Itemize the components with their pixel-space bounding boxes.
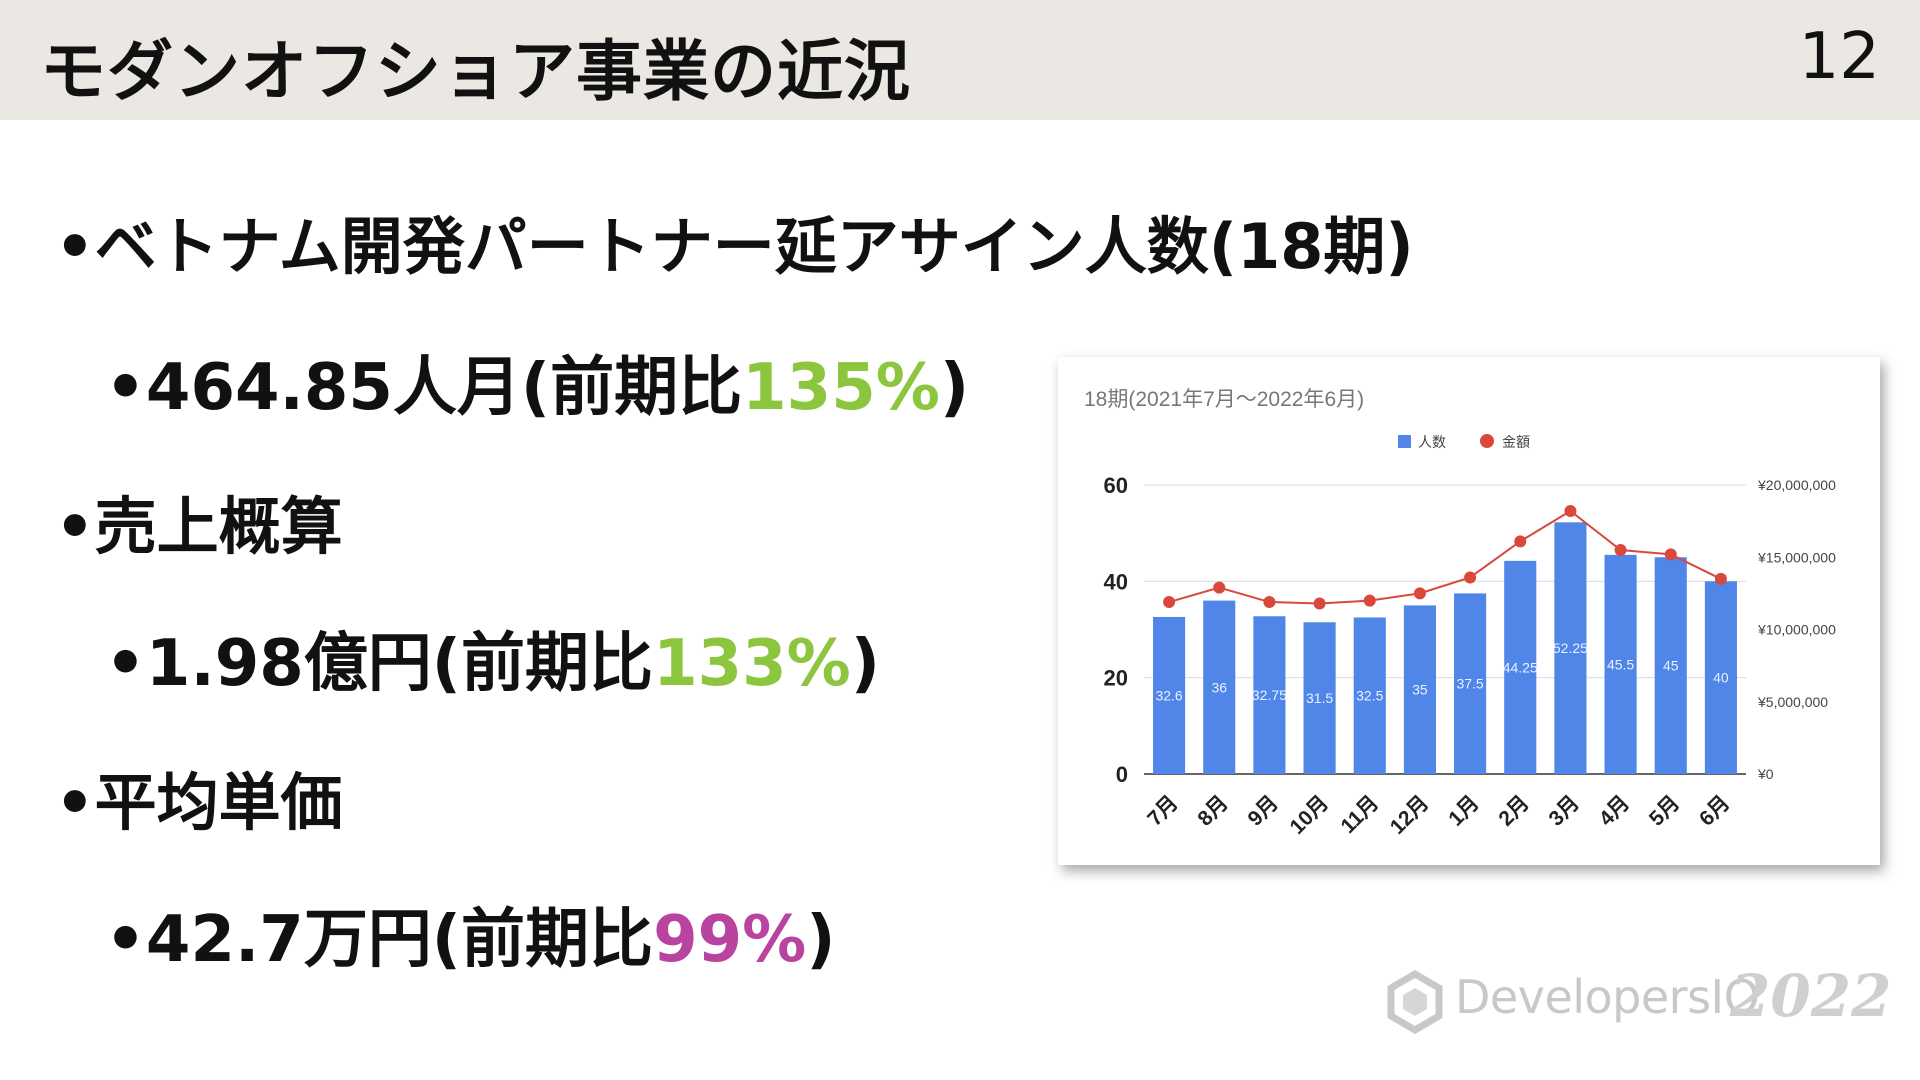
growth-rate: 133%: [653, 627, 851, 701]
y-right-tick-label: ¥0: [1757, 766, 1774, 782]
bar-data-label: 37.5: [1456, 676, 1483, 692]
amount-point: [1263, 596, 1276, 609]
bar-data-label: 44.25: [1503, 659, 1538, 675]
x-tick-label: 1月: [1444, 791, 1483, 830]
bullet-sales-estimate: •売上概算: [55, 490, 343, 563]
y-right-tick-label: ¥5,000,000: [1757, 694, 1828, 710]
x-tick-label: 5月: [1645, 791, 1684, 830]
amount-point: [1664, 548, 1677, 561]
y-right-tick-label: ¥20,000,000: [1757, 477, 1836, 493]
x-tick-label: 12月: [1386, 791, 1434, 839]
bar-data-label: 36: [1211, 679, 1227, 695]
bullet-assign-count: •ベトナム開発パートナー延アサイン人数(18期): [55, 210, 1414, 283]
bar: [1654, 557, 1687, 774]
bar: [1203, 600, 1236, 774]
amount-point: [1714, 572, 1727, 585]
bar-data-label: 52.25: [1553, 640, 1588, 656]
x-tick-label: 8月: [1193, 791, 1232, 830]
bar: [1153, 616, 1186, 774]
bar: [1704, 581, 1737, 774]
bar-data-label: 45.5: [1607, 656, 1634, 672]
hexagon-logo-icon: [1387, 970, 1443, 1034]
legend-line-label: 金額: [1502, 434, 1530, 450]
bar: [1504, 560, 1537, 774]
legend-bar-label: 人数: [1418, 434, 1446, 450]
bar: [1554, 522, 1587, 774]
amount-point: [1163, 596, 1176, 609]
bar: [1403, 605, 1436, 774]
slide-header: モダンオフショア事業の近況 12: [0, 0, 1920, 120]
amount-point: [1464, 571, 1477, 584]
bar-data-label: 35: [1412, 682, 1428, 698]
bullet-person-months: •464.85人月(前期比135%): [105, 351, 970, 425]
bullet-average-price: •平均単価: [55, 766, 343, 839]
combo-chart: 18期(2021年7月～2022年6月) 人数 金額 0 20 40 60 ¥0 ¥5,000,…: [1084, 388, 1836, 839]
amount-point: [1213, 581, 1226, 594]
x-tick-label: 7月: [1143, 791, 1182, 830]
amount-point: [1363, 594, 1376, 607]
bar: [1454, 593, 1487, 774]
bar-data-label: 31.5: [1306, 690, 1333, 706]
x-tick-label: 2月: [1494, 791, 1533, 830]
bar: [1253, 616, 1286, 774]
bar: [1303, 622, 1336, 774]
x-tick-label: 3月: [1545, 791, 1584, 830]
x-tick-label: 6月: [1695, 791, 1734, 830]
bar: [1604, 554, 1637, 774]
y-right-tick-label: ¥15,000,000: [1757, 549, 1836, 565]
bar: [1353, 617, 1386, 774]
legend-bar-swatch: [1398, 435, 1411, 448]
decline-rate: 99%: [653, 903, 807, 977]
amount-point: [1564, 505, 1577, 518]
bar-data-label: 32.5: [1356, 688, 1383, 704]
y-right-tick-label: ¥10,000,000: [1757, 622, 1836, 638]
y-left-tick-label: 0: [1116, 762, 1128, 787]
developersio-logo: DevelopersIO 2022: [1385, 962, 1895, 1042]
bar-data-label: 32.6: [1155, 687, 1182, 703]
bar-data-label: 45: [1663, 658, 1679, 674]
amount-series-line: [1168, 509, 1722, 605]
chart-title: 18期(2021年7月～2022年6月): [1084, 388, 1364, 411]
bullet-sales-amount: •1.98億円(前期比133%): [105, 627, 881, 701]
legend-line-marker: [1480, 434, 1494, 448]
slide-title: モダンオフショア事業の近況: [40, 33, 911, 110]
growth-rate: 135%: [742, 351, 940, 425]
y-left-tick-label: 60: [1104, 473, 1128, 498]
bar-data-label: 32.75: [1252, 687, 1287, 703]
x-tick-label: 9月: [1244, 791, 1283, 830]
x-tick-label: 4月: [1595, 791, 1634, 830]
page-number: 12: [1798, 20, 1880, 94]
x-tick-label: 10月: [1285, 791, 1333, 839]
chart-card: 18期(2021年7月～2022年6月) 人数 金額 0 20 40 60 ¥0 ¥5,000,…: [1058, 357, 1880, 865]
y-left-tick-label: 20: [1104, 666, 1128, 691]
amount-point: [1514, 535, 1527, 548]
y-left-tick-label: 40: [1104, 569, 1128, 594]
amount-point: [1413, 587, 1426, 600]
x-tick-label: 11月: [1336, 791, 1383, 838]
bullet-price-amount: •42.7万円(前期比99%): [105, 903, 836, 977]
amount-point: [1313, 597, 1326, 610]
bar-data-label: 40: [1713, 670, 1729, 686]
amount-point: [1614, 544, 1627, 557]
